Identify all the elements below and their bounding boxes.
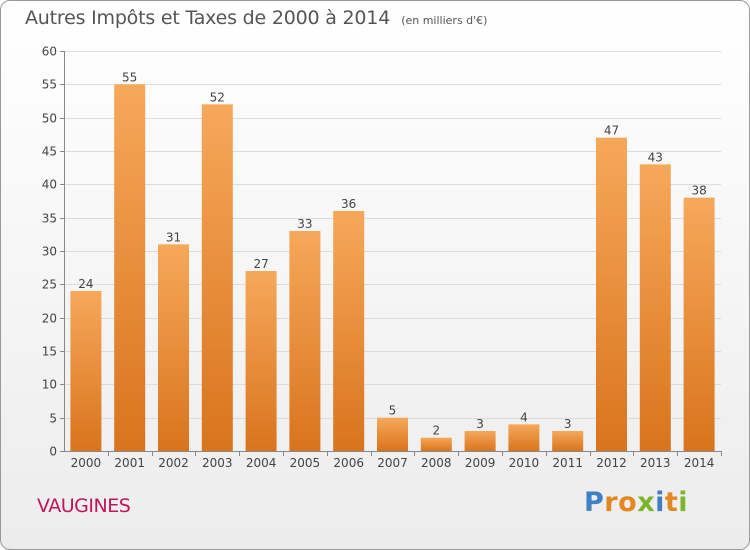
y-tick-label: 20 <box>42 312 57 326</box>
bar <box>464 431 496 451</box>
chart-title: Autres Impôts et Taxes de 2000 à 2014 <box>25 7 391 29</box>
y-tick-label: 60 <box>42 45 57 59</box>
x-tick-label: 2003 <box>202 456 233 470</box>
bar <box>552 431 584 451</box>
x-tick-label: 2007 <box>377 456 408 470</box>
y-tick-label: 10 <box>42 378 57 392</box>
y-tick-label: 55 <box>42 78 57 92</box>
x-tick-label: 2013 <box>640 456 671 470</box>
data-label: 33 <box>297 217 312 231</box>
logo-letter: x <box>637 487 656 518</box>
proxiti-logo: Proxiti <box>584 487 688 518</box>
y-tick-label: 35 <box>42 212 57 226</box>
bar <box>639 164 671 452</box>
bar <box>683 197 715 451</box>
logo-letter: P <box>584 487 605 518</box>
bar <box>158 244 189 451</box>
bar <box>333 211 365 451</box>
y-tick-label: 45 <box>42 145 57 159</box>
x-tick-label: 2011 <box>552 456 583 470</box>
data-label: 3 <box>564 417 572 431</box>
data-label: 4 <box>520 410 528 424</box>
bar <box>289 231 321 451</box>
bar <box>596 137 627 451</box>
logo-letter: i <box>678 487 689 518</box>
x-tick-label: 2004 <box>246 456 277 470</box>
x-tick-label: 2006 <box>333 456 364 470</box>
bar <box>70 291 102 451</box>
y-tick-label: 40 <box>42 178 57 192</box>
x-tick-label: 2000 <box>71 456 102 470</box>
x-tick-label: 2001 <box>114 456 145 470</box>
x-tick-label: 2012 <box>596 456 627 470</box>
x-tick-label: 2010 <box>509 456 540 470</box>
bar <box>245 271 277 451</box>
y-tick-label: 30 <box>42 245 57 259</box>
logo-letter: o <box>618 487 638 518</box>
bar <box>377 417 408 451</box>
x-tick-label: 2008 <box>421 456 452 470</box>
x-tick-label: 2009 <box>465 456 496 470</box>
logo-letter: t <box>664 487 679 518</box>
commune-name: VAUGINES <box>37 495 131 517</box>
data-label: 36 <box>341 197 356 211</box>
data-label: 38 <box>691 184 706 198</box>
x-tick-label: 2005 <box>290 456 321 470</box>
data-label: 3 <box>476 417 484 431</box>
data-label: 5 <box>389 404 397 418</box>
logo-letter: i <box>655 487 665 518</box>
data-label: 55 <box>122 70 137 84</box>
bar <box>508 424 540 451</box>
y-tick-label: 5 <box>49 412 57 426</box>
data-label: 31 <box>166 230 181 244</box>
data-label: 24 <box>78 277 93 291</box>
bar <box>201 104 233 451</box>
y-tick-label: 0 <box>49 445 57 459</box>
y-tick-label: 25 <box>42 278 57 292</box>
title-row: Autres Impôts et Taxes de 2000 à 2014 (e… <box>25 7 487 29</box>
y-tick-label: 15 <box>42 345 57 359</box>
data-label: 27 <box>253 257 268 271</box>
data-label: 47 <box>604 124 619 138</box>
y-tick-label: 50 <box>42 112 57 126</box>
data-label: 43 <box>648 150 663 164</box>
chart-unit: (en milliers d'€) <box>401 14 488 27</box>
logo-letter: r <box>604 487 619 518</box>
data-label: 2 <box>432 424 440 438</box>
bar <box>420 437 452 451</box>
bar <box>114 84 146 451</box>
x-tick-label: 2014 <box>684 456 715 470</box>
data-label: 52 <box>210 90 225 104</box>
x-tick-label: 2002 <box>158 456 189 470</box>
